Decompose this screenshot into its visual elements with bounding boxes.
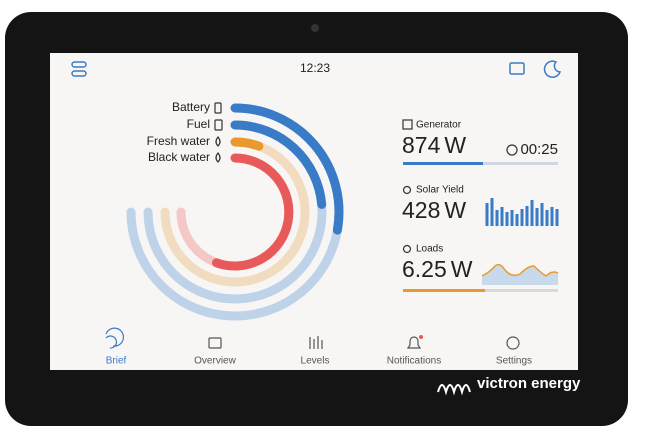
panel-icon[interactable]: [509, 62, 525, 75]
brief-icon[interactable]: [105, 327, 124, 349]
tank-label: Battery: [172, 100, 210, 114]
nav-item[interactable]: Levels: [301, 356, 330, 367]
timer-icon: [506, 144, 518, 156]
gauge-track: [160, 137, 310, 287]
clock: 12:23: [300, 61, 330, 75]
brand-logo: [437, 384, 471, 396]
value: 6.25: [402, 256, 447, 282]
generator-timer: 00:25: [520, 141, 558, 158]
progress-fill: [403, 289, 485, 292]
screen: [50, 53, 578, 370]
solar-title: Solar Yield: [416, 185, 464, 196]
value: 874: [402, 132, 441, 158]
nav-item[interactable]: Overview: [194, 356, 236, 367]
gauge-fill: [212, 153, 294, 271]
loads-title: Loads: [416, 244, 443, 255]
nav-item[interactable]: Notifications: [387, 356, 441, 367]
loads-icon: [402, 244, 412, 254]
unit: W: [444, 132, 466, 158]
levels-icon[interactable]: [309, 336, 323, 349]
generator-title: Generator: [416, 120, 462, 131]
tank-label: Black water: [148, 150, 210, 164]
unit: W: [451, 256, 473, 282]
tank-icons: [214, 102, 223, 163]
tank-label: Fresh water: [147, 134, 210, 148]
tank-label: Fuel: [187, 117, 210, 131]
toggle-icon[interactable]: [71, 61, 87, 77]
gauges: [126, 103, 344, 321]
generator-value: 874 W: [402, 132, 466, 158]
notifications-icon[interactable]: [406, 336, 422, 349]
generator-icon: [402, 119, 413, 130]
brand-name: victron energy: [477, 375, 581, 392]
value: 428: [402, 197, 440, 223]
notification-dot: [419, 335, 423, 339]
solar-bars: [485, 198, 559, 226]
gauge-fill: [230, 137, 264, 151]
settings-icon[interactable]: [506, 336, 520, 350]
loads-value: 6.25 W: [402, 256, 473, 282]
unit: W: [444, 197, 466, 223]
solar-icon: [402, 185, 412, 195]
progress-fill: [403, 162, 483, 165]
nav-item[interactable]: Brief: [106, 356, 127, 367]
sleep-icon[interactable]: [543, 60, 562, 78]
loads-line: [481, 263, 559, 277]
gauge-fill: [230, 120, 327, 209]
solar-value: 428 W: [402, 197, 466, 223]
gauge-fill: [230, 103, 344, 235]
overview-icon[interactable]: [208, 337, 222, 349]
camera: [311, 24, 319, 32]
nav-item[interactable]: Settings: [496, 356, 532, 367]
